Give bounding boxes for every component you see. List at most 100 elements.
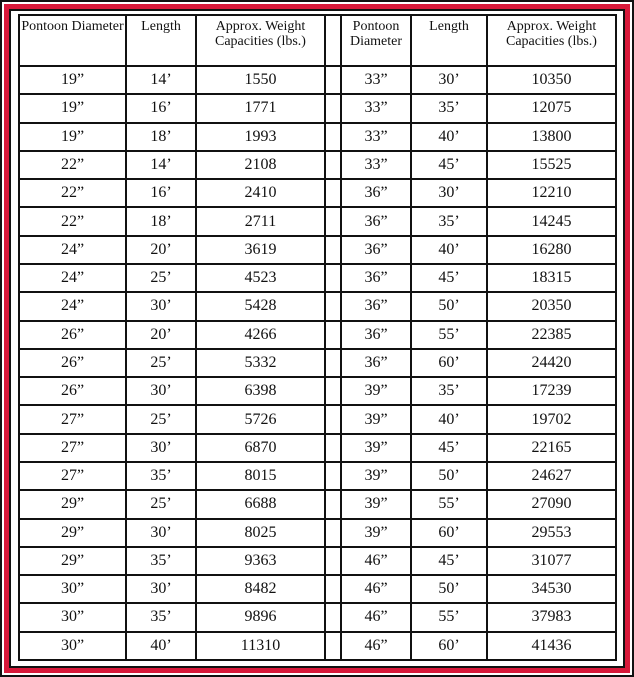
diameter-cell: 33” bbox=[340, 64, 412, 96]
length-cell: 30’ bbox=[125, 291, 197, 322]
table-row: 19” 18’ 1993 33” 40’ 13800 bbox=[18, 121, 617, 152]
length-cell: 40’ bbox=[410, 121, 488, 152]
length-cell: 55’ bbox=[410, 489, 488, 520]
diameter-cell: 27” bbox=[18, 404, 127, 435]
capacity-cell: 8482 bbox=[195, 574, 326, 605]
diameter-cell: 39” bbox=[340, 517, 412, 548]
length-cell: 20’ bbox=[125, 319, 197, 350]
table-row: 24” 20’ 3619 36” 40’ 16280 bbox=[18, 234, 617, 265]
column-gap bbox=[324, 262, 342, 294]
diameter-cell: 29” bbox=[18, 545, 127, 577]
header-diameter: Pontoon Diameter bbox=[18, 14, 127, 67]
table-row: 30” 35’ 9896 46” 55’ 37983 bbox=[18, 602, 617, 633]
column-gap bbox=[324, 574, 342, 605]
table-row: 22” 14’ 2108 33” 45’ 15525 bbox=[18, 149, 617, 181]
capacity-cell: 3619 bbox=[195, 234, 326, 265]
diameter-cell: 36” bbox=[340, 319, 412, 350]
length-cell: 16’ bbox=[125, 93, 197, 124]
table-row: 29” 35’ 9363 46” 45’ 31077 bbox=[18, 545, 617, 577]
capacity-cell: 5332 bbox=[195, 347, 326, 379]
diameter-cell: 36” bbox=[340, 234, 412, 265]
capacity-cell: 37983 bbox=[486, 602, 617, 633]
column-gap bbox=[324, 376, 342, 407]
capacity-cell: 24420 bbox=[486, 347, 617, 379]
length-cell: 25’ bbox=[125, 347, 197, 379]
column-gap bbox=[324, 319, 342, 350]
diameter-cell: 46” bbox=[340, 574, 412, 605]
column-gap bbox=[324, 93, 342, 124]
table-row: 24” 25’ 4523 36” 45’ 18315 bbox=[18, 262, 617, 294]
capacity-cell: 22165 bbox=[486, 432, 617, 463]
diameter-cell: 26” bbox=[18, 347, 127, 379]
table-row: 19” 14’ 1550 33” 30’ 10350 bbox=[18, 64, 617, 96]
header-length: Length bbox=[410, 14, 488, 67]
diameter-cell: 33” bbox=[340, 121, 412, 152]
length-cell: 60’ bbox=[410, 517, 488, 548]
diameter-cell: 27” bbox=[18, 460, 127, 492]
diameter-cell: 39” bbox=[340, 489, 412, 520]
column-gap bbox=[324, 630, 342, 662]
diameter-cell: 39” bbox=[340, 460, 412, 492]
capacity-cell: 16280 bbox=[486, 234, 617, 265]
length-cell: 55’ bbox=[410, 319, 488, 350]
table-row: 26” 20’ 4266 36” 55’ 22385 bbox=[18, 319, 617, 350]
column-gap bbox=[324, 347, 342, 379]
column-gap bbox=[324, 460, 342, 492]
length-cell: 45’ bbox=[410, 432, 488, 463]
capacity-cell: 18315 bbox=[486, 262, 617, 294]
column-gap bbox=[324, 291, 342, 322]
diameter-cell: 29” bbox=[18, 489, 127, 520]
column-gap bbox=[324, 14, 342, 67]
diameter-cell: 30” bbox=[18, 602, 127, 633]
column-gap bbox=[324, 517, 342, 548]
table-row: 27” 25’ 5726 39” 40’ 19702 bbox=[18, 404, 617, 435]
column-gap bbox=[324, 149, 342, 181]
length-cell: 35’ bbox=[125, 602, 197, 633]
header-capacity: Approx. Weight Capacities (lbs.) bbox=[486, 14, 617, 67]
length-cell: 45’ bbox=[410, 545, 488, 577]
header-length: Length bbox=[125, 14, 197, 67]
diameter-cell: 19” bbox=[18, 64, 127, 96]
column-gap bbox=[324, 121, 342, 152]
length-cell: 25’ bbox=[125, 489, 197, 520]
capacity-cell: 8025 bbox=[195, 517, 326, 548]
capacity-cell: 15525 bbox=[486, 149, 617, 181]
capacity-cell: 1771 bbox=[195, 93, 326, 124]
capacity-cell: 6398 bbox=[195, 376, 326, 407]
column-gap bbox=[324, 234, 342, 265]
length-cell: 50’ bbox=[410, 574, 488, 605]
length-cell: 18’ bbox=[125, 206, 197, 237]
diameter-cell: 22” bbox=[18, 149, 127, 181]
diameter-cell: 39” bbox=[340, 376, 412, 407]
diameter-cell: 30” bbox=[18, 630, 127, 662]
capacity-cell: 9363 bbox=[195, 545, 326, 577]
diameter-cell: 30” bbox=[18, 574, 127, 605]
diameter-cell: 36” bbox=[340, 206, 412, 237]
capacity-cell: 1550 bbox=[195, 64, 326, 96]
length-cell: 35’ bbox=[125, 545, 197, 577]
length-cell: 30’ bbox=[125, 376, 197, 407]
length-cell: 60’ bbox=[410, 347, 488, 379]
capacity-cell: 13800 bbox=[486, 121, 617, 152]
capacity-cell: 27090 bbox=[486, 489, 617, 520]
length-cell: 45’ bbox=[410, 149, 488, 181]
capacity-cell: 12075 bbox=[486, 93, 617, 124]
capacity-cell: 9896 bbox=[195, 602, 326, 633]
table-row: 19” 16’ 1771 33” 35’ 12075 bbox=[18, 93, 617, 124]
diameter-cell: 33” bbox=[340, 149, 412, 181]
diameter-cell: 26” bbox=[18, 376, 127, 407]
table-row: 22” 16’ 2410 36” 30’ 12210 bbox=[18, 178, 617, 209]
diameter-cell: 36” bbox=[340, 262, 412, 294]
table-row: 29” 25’ 6688 39” 55’ 27090 bbox=[18, 489, 617, 520]
capacity-cell: 2711 bbox=[195, 206, 326, 237]
length-cell: 50’ bbox=[410, 291, 488, 322]
column-gap bbox=[324, 404, 342, 435]
length-cell: 60’ bbox=[410, 630, 488, 662]
capacity-cell: 20350 bbox=[486, 291, 617, 322]
length-cell: 40’ bbox=[410, 234, 488, 265]
length-cell: 50’ bbox=[410, 460, 488, 492]
capacity-cell: 11310 bbox=[195, 630, 326, 662]
red-border bbox=[4, 4, 630, 673]
diameter-cell: 46” bbox=[340, 630, 412, 662]
capacity-cell: 31077 bbox=[486, 545, 617, 577]
